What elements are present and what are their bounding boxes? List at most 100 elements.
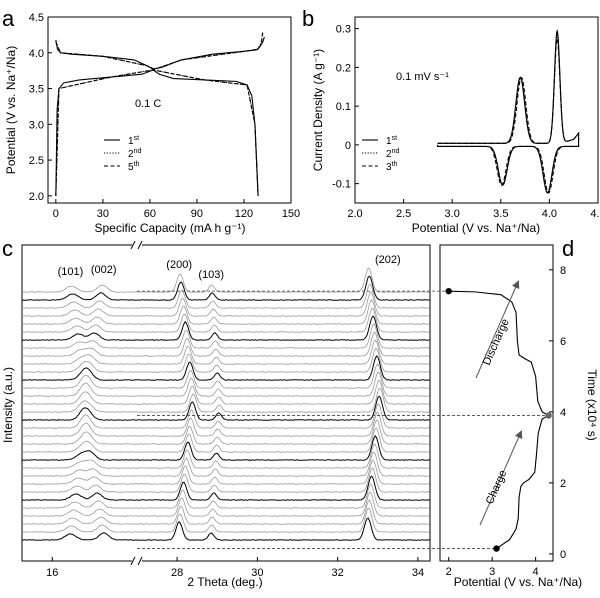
panel-c-axes <box>21 244 431 562</box>
xrd-pattern-right <box>136 395 430 421</box>
xrd-pattern-right <box>136 275 430 301</box>
y-tick-label: 3.5 <box>29 84 44 96</box>
xrd-pattern-left <box>21 492 138 501</box>
panel-b-ticks: 2.0 2.5 3.0 3.5 4.0 4.5 -0.1 0 0.1 0.2 0.3 <box>332 24 600 220</box>
x-tick-label: 32 <box>332 567 344 579</box>
y-tick-label: 0 <box>345 140 351 152</box>
legend-label: 1st <box>386 135 397 147</box>
xrd-pattern-right <box>137 307 430 333</box>
xrd-pattern-left <box>21 300 137 309</box>
xrd-pattern-right <box>137 355 430 381</box>
xrd-pattern-right <box>136 371 430 397</box>
y-tick-label: 0 <box>560 549 566 561</box>
xrd-pattern-left <box>21 532 138 541</box>
y-tick-label: 0.1 <box>336 101 351 113</box>
xrd-pattern-right <box>137 499 430 525</box>
state-marker <box>545 412 552 419</box>
x-tick-label: 30 <box>97 208 109 220</box>
xrd-pattern-left <box>21 340 138 349</box>
xrd-pattern-right <box>136 347 430 373</box>
y-tick-label: 2.0 <box>29 191 44 203</box>
xrd-pattern-right <box>136 467 430 493</box>
xrd-pattern-left <box>22 374 138 389</box>
xrd-pattern-right <box>136 284 430 309</box>
xrd-pattern-left <box>21 516 137 525</box>
panel-b-xlabel: Potential (V vs. Na⁺/Na) <box>412 221 540 235</box>
y-tick-label: 3.0 <box>29 119 44 131</box>
xrd-pattern-left <box>21 484 138 493</box>
y-tick-label: 4 <box>560 407 566 419</box>
xrd-pattern-left <box>21 440 138 453</box>
xrd-pattern-left <box>21 450 137 461</box>
xrd-pattern-right <box>136 315 430 341</box>
xrd-pattern-right <box>136 323 430 349</box>
panel-d-axes <box>439 244 554 562</box>
axis-break-gap <box>132 557 142 565</box>
panel-d-curve: Charge Discharge <box>137 280 552 552</box>
xrd-pattern-right <box>136 267 430 293</box>
x-tick-label: 60 <box>144 208 156 220</box>
x-tick-label: 4.5 <box>590 208 600 220</box>
series-2nd-charge <box>55 31 264 70</box>
panel-d-xlabel: Potential (V vs. Na⁺/Na) <box>454 575 582 589</box>
x-tick-label: 4.0 <box>542 208 557 220</box>
xrd-pattern-left <box>21 284 138 293</box>
axis-break-mark <box>137 556 143 566</box>
xrd-pattern-left <box>21 468 138 477</box>
cv-series-2nd <box>437 32 580 194</box>
xrd-pattern-left <box>21 407 138 421</box>
panel-b-ylabel: Current Density (A g⁻¹) <box>311 49 325 171</box>
xrd-pattern-left <box>21 414 138 429</box>
xrd-pattern-left <box>21 524 138 533</box>
panel-a-axes <box>47 16 292 204</box>
xrd-pattern-left <box>21 354 138 365</box>
panel-c: c 16 28 30 32 34 (101) (002) (200) (103) (202) 2… <box>1 236 431 589</box>
xrd-pattern-left <box>21 400 137 413</box>
xrd-pattern-right <box>136 443 430 469</box>
xrd-pattern-right <box>136 291 430 317</box>
y-tick-label: 4.0 <box>29 48 44 60</box>
y-tick-label: 4.5 <box>29 12 44 24</box>
panel-a-xlabel: Specific Capacity (mA h g⁻¹) <box>94 221 245 235</box>
x-tick-label: 90 <box>191 208 203 220</box>
panel-b-axes <box>354 16 599 204</box>
x-tick-label: 120 <box>235 208 253 220</box>
xrd-pattern-right <box>136 299 430 325</box>
charge-label: Charge <box>484 468 510 506</box>
discharge-label: Discharge <box>481 317 512 367</box>
xrd-pattern-left <box>22 391 138 405</box>
axis-break-mark <box>137 240 143 250</box>
axis-break-mark <box>130 240 136 250</box>
panel-c-peak-labels: (101) (002) (200) (103) (202) <box>58 254 401 281</box>
state-marker <box>493 545 500 552</box>
panel-c-ylabel: Intensity (a.u.) <box>1 367 15 443</box>
xrd-pattern-left <box>22 382 138 397</box>
x-tick-label: 2 <box>446 566 452 578</box>
panel-c-xrd-patterns <box>21 240 430 566</box>
xrd-pattern-left <box>21 292 137 301</box>
series-2nd-discharge <box>55 69 259 196</box>
panel-d-ticks: 2 3 4 0 2 4 6 8 <box>446 265 566 578</box>
legend-label: 3th <box>386 161 398 173</box>
panel-b-rate-annotation: 0.1 mV s⁻¹ <box>396 71 449 83</box>
xrd-pattern-right <box>137 331 430 357</box>
peak-label: (101) <box>58 266 84 278</box>
y-tick-label: -0.1 <box>332 179 351 191</box>
xrd-pattern-right <box>137 403 430 429</box>
peak-label: (200) <box>166 259 192 271</box>
xrd-pattern-right <box>136 475 430 501</box>
axis-break-mark <box>130 556 136 566</box>
panel-b-letter: b <box>302 6 314 31</box>
panel-b: b 2.0 2.5 3.0 3.5 4.0 4.5 -0.1 0 0.1 0.2 0.3 0.1 m… <box>302 6 600 235</box>
xrd-pattern-left <box>21 431 138 445</box>
xrd-pattern-right <box>136 339 430 365</box>
panel-a-letter: a <box>2 6 15 31</box>
series-1st-discharge <box>55 69 259 196</box>
y-tick-label: 0.2 <box>336 62 351 74</box>
xrd-pattern-right <box>136 491 430 517</box>
y-tick-label: 0.3 <box>336 24 351 36</box>
peak-label: (103) <box>198 269 224 281</box>
xrd-pattern-left <box>21 316 138 325</box>
